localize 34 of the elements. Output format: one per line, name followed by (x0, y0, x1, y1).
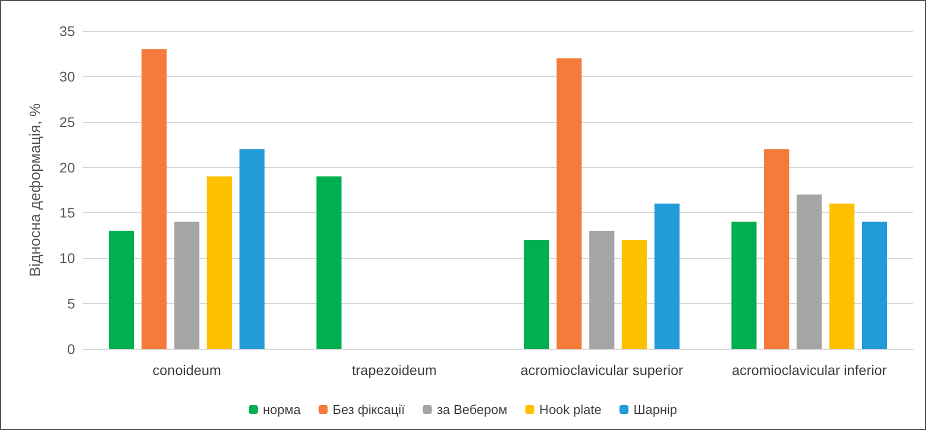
legend-label: за Вебером (436, 402, 508, 417)
legend-label: Hook plate (539, 402, 602, 417)
bar (731, 222, 757, 349)
y-tick-label: 10 (59, 250, 76, 266)
y-tick-label: 30 (59, 68, 76, 84)
bar (108, 230, 134, 349)
y-tick-label: 15 (59, 204, 76, 221)
bar (622, 240, 647, 349)
x-tick-label: trapezoideum (352, 362, 437, 378)
y-tick-label: 35 (59, 23, 76, 39)
bar (829, 204, 854, 349)
bar (589, 230, 614, 349)
x-tick-label: acromioclavicular superior (520, 362, 684, 378)
y-tick-label: 25 (59, 114, 76, 130)
x-tick-label: conoideum (152, 362, 221, 378)
bar (206, 176, 232, 349)
bar (764, 149, 790, 349)
bar (142, 49, 167, 349)
y-axis-title: Відносна деформація, % (27, 103, 44, 277)
y-tick-label: 5 (67, 296, 76, 312)
legend-label: Без фіксації (332, 402, 406, 417)
bar (316, 176, 342, 349)
bar (174, 222, 200, 349)
y-tick-label: 20 (59, 159, 76, 176)
bar (862, 222, 888, 349)
legend-label: Шарнір (633, 402, 678, 417)
bar (654, 204, 680, 349)
legend-label: норма (262, 402, 302, 417)
bar (556, 58, 582, 349)
bar (796, 194, 822, 349)
bar (524, 240, 550, 349)
y-tick-label: 0 (67, 341, 76, 357)
x-tick-label: acromioclavicular inferior (732, 362, 887, 378)
bar (239, 149, 265, 349)
